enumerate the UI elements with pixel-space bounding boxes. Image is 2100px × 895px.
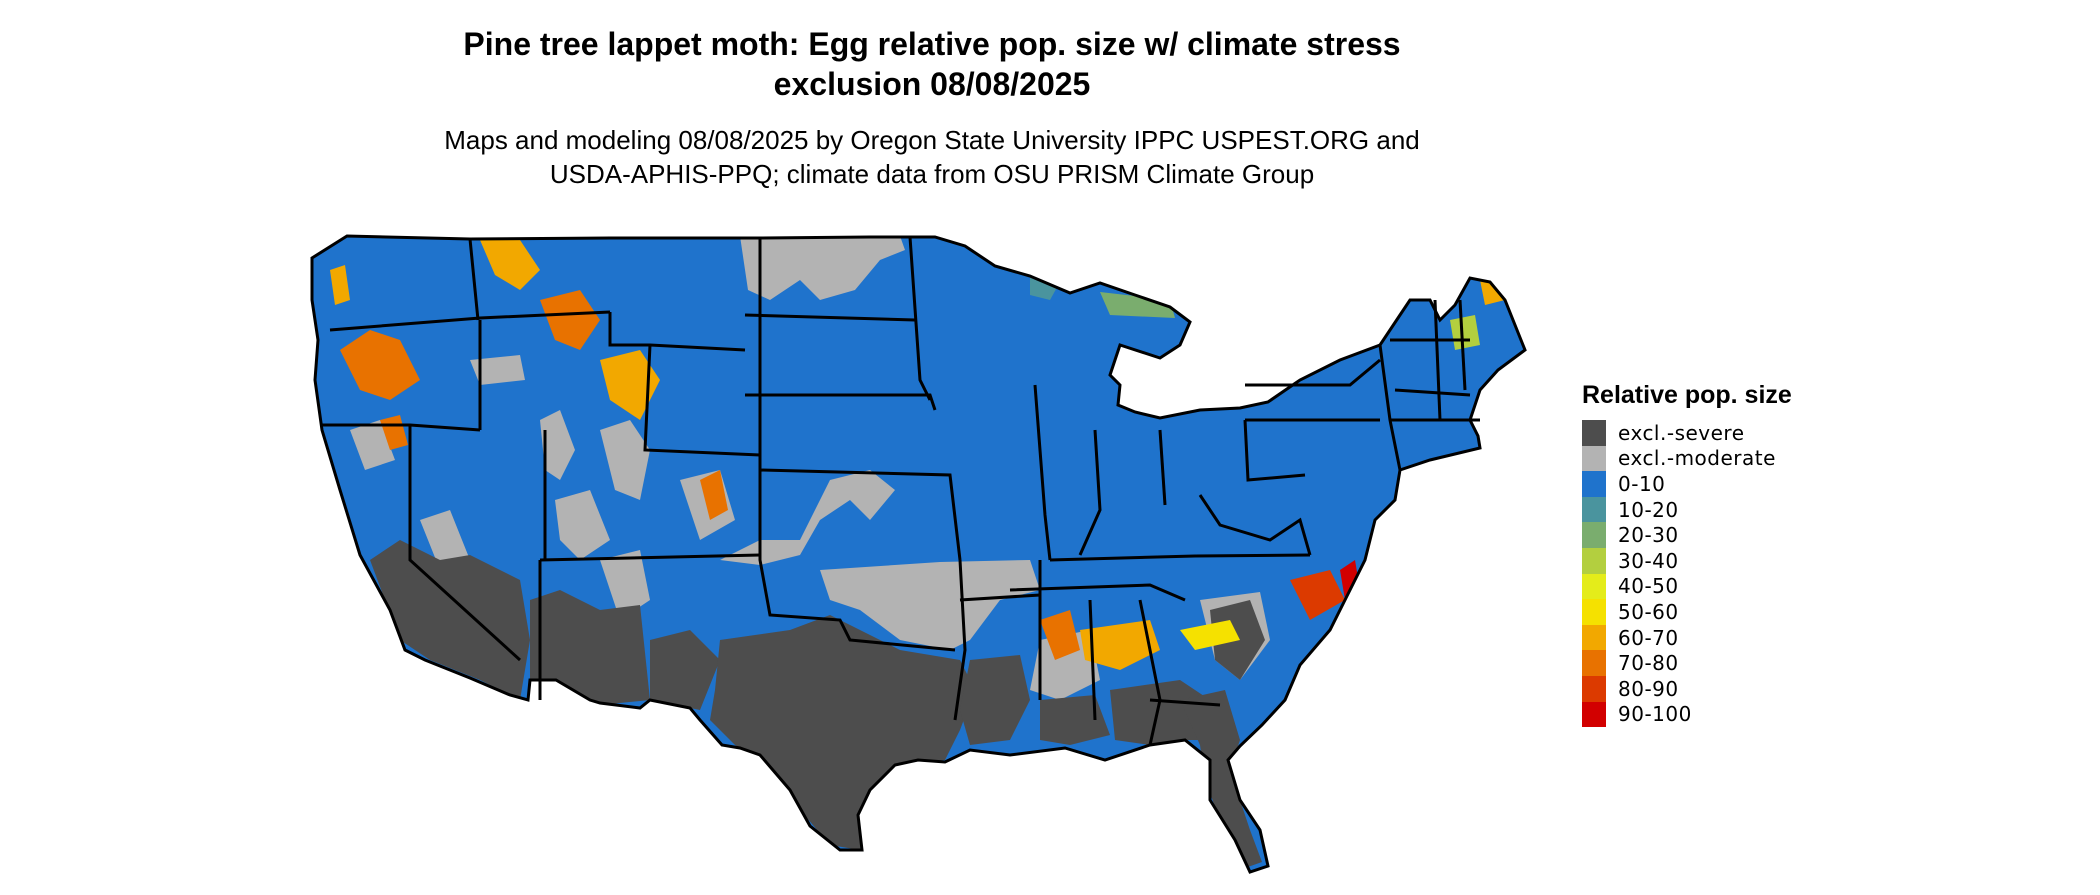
map-title: Pine tree lappet moth: Egg relative pop.…: [0, 24, 1864, 104]
legend-label: 50-60: [1618, 599, 1679, 624]
legend-item: 0-10: [1582, 471, 1792, 497]
legend-label: excl.-severe: [1618, 420, 1745, 445]
legend-label: 30-40: [1618, 548, 1679, 573]
legend-label: excl.-moderate: [1618, 446, 1776, 471]
legend-item: excl.-severe: [1582, 420, 1792, 446]
map-fill: [312, 236, 1525, 872]
legend-swatch: [1582, 445, 1606, 472]
legend-swatch: [1582, 675, 1606, 702]
legend-item: 80-90: [1582, 675, 1792, 702]
legend-label: 60-70: [1618, 625, 1679, 650]
state-boundaries: [310, 234, 1527, 874]
legend-swatch: [1582, 496, 1606, 523]
map-legend: Relative pop. size excl.-severe excl.-mod…: [1582, 380, 1792, 728]
legend-label: 80-90: [1618, 676, 1679, 701]
legend-item: 50-60: [1582, 599, 1792, 625]
legend-item: 60-70: [1582, 624, 1792, 651]
legend-item: 90-100: [1582, 701, 1792, 728]
legend-item: 70-80: [1582, 650, 1792, 676]
legend-label: 40-50: [1618, 574, 1679, 599]
legend-item: 10-20: [1582, 496, 1792, 523]
us-map: [310, 234, 1527, 874]
map-subtitle-line2: USDA-APHIS-PPQ; climate data from OSU PR…: [549, 159, 1315, 189]
legend-label: 0-10: [1618, 471, 1666, 496]
legend-swatch: [1582, 573, 1606, 600]
legend-swatch: [1582, 599, 1606, 625]
legend-label: 70-80: [1618, 651, 1679, 676]
legend-swatch: [1582, 547, 1606, 574]
map-title-line1: Pine tree lappet moth: Egg relative pop.…: [463, 26, 1401, 62]
map-title-line2: exclusion 08/08/2025: [773, 66, 1091, 102]
legend-label: 20-30: [1618, 523, 1679, 548]
legend-item: excl.-moderate: [1582, 445, 1792, 472]
legend-swatch: [1582, 471, 1606, 497]
legend-item: 40-50: [1582, 573, 1792, 600]
legend-swatch: [1582, 624, 1606, 651]
legend-swatch: [1582, 650, 1606, 676]
map-subtitle-line1: Maps and modeling 08/08/2025 by Oregon S…: [444, 125, 1420, 155]
legend-label: 10-20: [1618, 497, 1679, 522]
legend-title: Relative pop. size: [1582, 381, 1792, 409]
legend-swatch: [1582, 701, 1606, 728]
map-subtitle: Maps and modeling 08/08/2025 by Oregon S…: [0, 123, 1864, 191]
legend-swatch: [1582, 420, 1606, 446]
legend-swatch: [1582, 522, 1606, 548]
legend-label: 90-100: [1618, 702, 1692, 727]
legend-items: excl.-severe excl.-moderate 0-10 10-20 20-30…: [1582, 420, 1792, 728]
legend-item: 20-30: [1582, 522, 1792, 548]
high-suitability-regions: [330, 240, 1505, 670]
legend-item: 30-40: [1582, 547, 1792, 574]
excl-severe-regions: [370, 540, 1265, 868]
